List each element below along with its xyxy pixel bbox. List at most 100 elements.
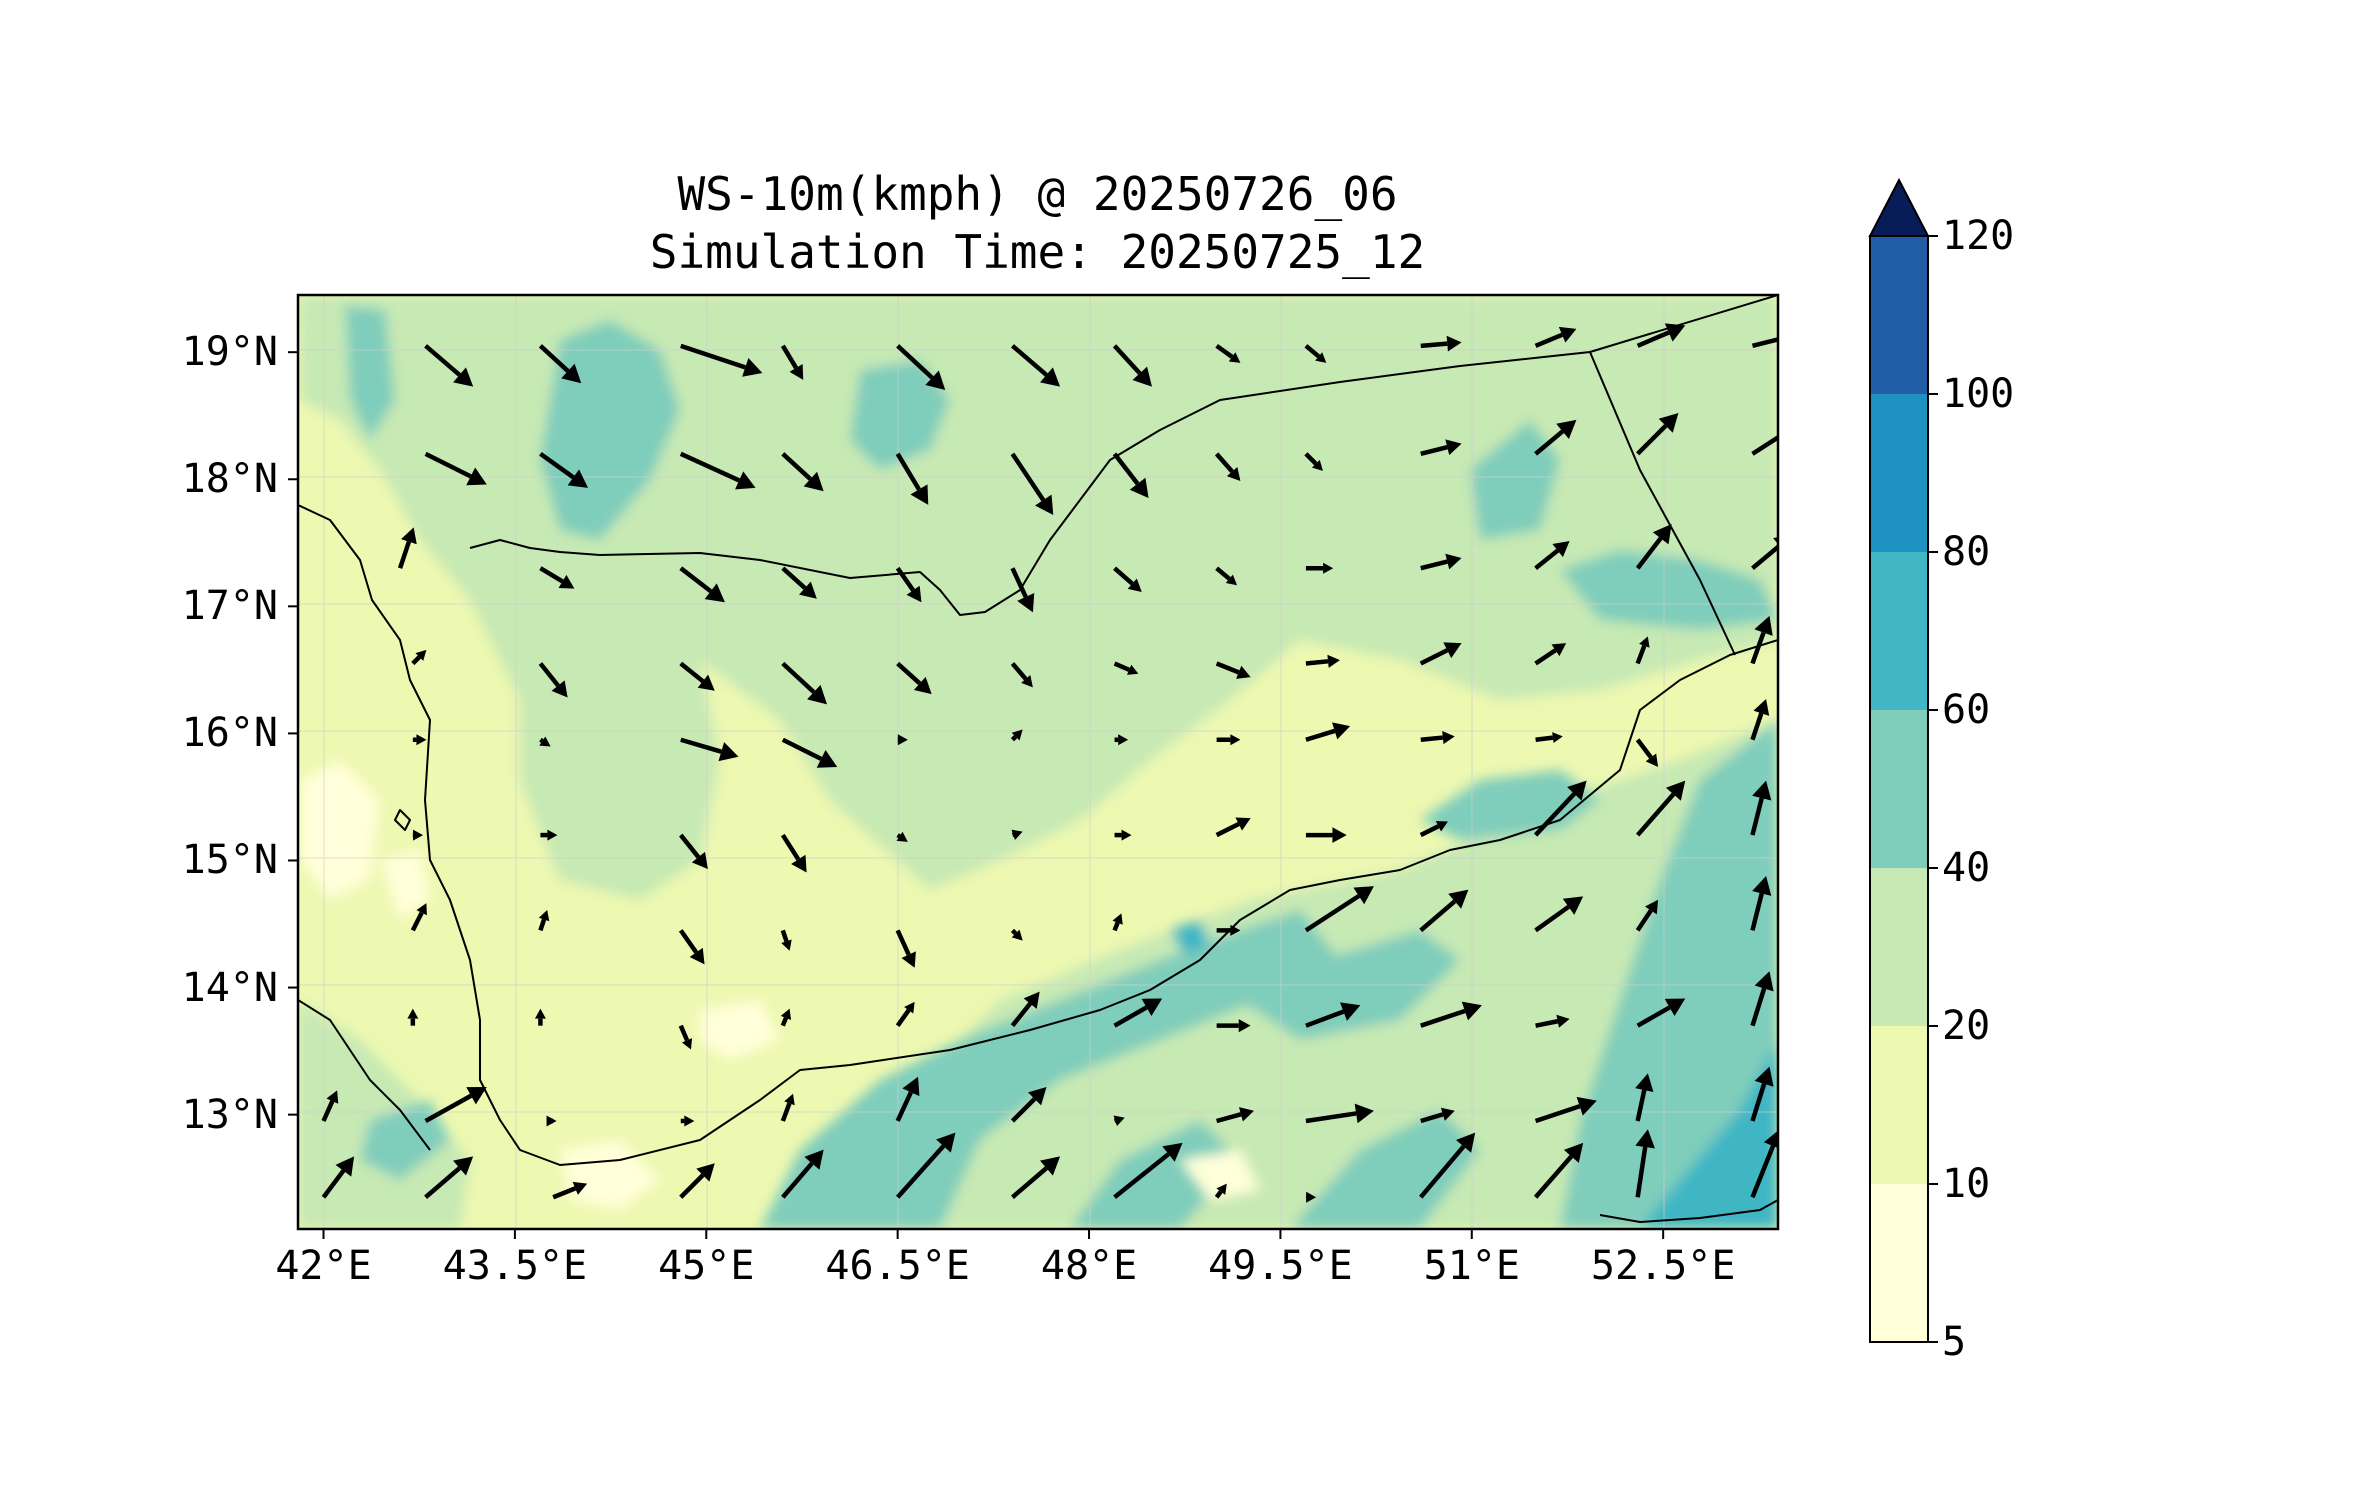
wind-arrow xyxy=(397,527,417,569)
wind-arrow xyxy=(1534,326,1577,348)
wind-arrow xyxy=(1750,971,1774,1027)
wind-arrow xyxy=(1635,1129,1655,1198)
wind-arrow xyxy=(1216,734,1241,746)
wind-arrow xyxy=(1305,1002,1361,1028)
wind-arrow xyxy=(1304,452,1323,471)
wind-arrow xyxy=(1750,615,1773,665)
wind-arrow xyxy=(781,566,817,599)
wind-arrow xyxy=(781,452,824,492)
wind-arrow xyxy=(1010,567,1035,613)
map-subtitle: Simulation Time: 20250725_12 xyxy=(649,225,1426,279)
map-title: WS-10m(kmph) @ 20250726_06 xyxy=(677,167,1398,221)
wind-arrow xyxy=(424,1156,474,1199)
wind-arrow xyxy=(780,833,807,873)
colorbar-segment xyxy=(1870,394,1928,552)
wind-arrow xyxy=(1215,817,1251,838)
wind-arrow xyxy=(1010,1086,1047,1123)
wind-arrow xyxy=(1010,928,1023,941)
wind-arrow xyxy=(1535,1014,1570,1028)
wind-arrow xyxy=(1751,434,1778,456)
wind-arrow xyxy=(1114,829,1132,841)
wind-arrow xyxy=(1420,439,1462,457)
wind-arrow xyxy=(1305,1191,1317,1203)
colorbar-frame xyxy=(1869,235,1929,1343)
wind-arrow xyxy=(1636,413,1679,456)
wind-arrow xyxy=(546,1115,557,1127)
wind-arrow xyxy=(1636,323,1686,348)
wind-arrow xyxy=(680,1115,695,1127)
wind-arrow xyxy=(1010,452,1054,516)
colorbar-tick-label: 80 xyxy=(1942,529,1991,575)
wind-arrow xyxy=(1011,1156,1061,1199)
wind-arrow xyxy=(1750,1130,1778,1199)
wind-arrow xyxy=(539,736,551,747)
wind-arrow xyxy=(424,1086,487,1123)
wind-arrow xyxy=(1635,524,1672,570)
contour-fill-band-60-80 xyxy=(1170,920,1210,955)
wind-arrow xyxy=(1010,662,1033,688)
colorbar-segment xyxy=(1870,1026,1928,1184)
wind-arrow xyxy=(1750,1066,1774,1122)
y-tick-marks xyxy=(288,351,298,1116)
wind-arrow xyxy=(1112,452,1149,499)
x-tick-label: 45°E xyxy=(658,1243,755,1289)
colorbar-tick-label: 40 xyxy=(1942,845,1991,891)
wind-arrow xyxy=(897,734,908,746)
contour-fill-band-20-40 xyxy=(520,620,720,900)
wind-arrow xyxy=(1214,452,1241,482)
wind-arrow xyxy=(679,566,725,603)
wind-arrow xyxy=(1114,734,1129,746)
contour-fill-band-60-80 xyxy=(1640,1040,1778,1229)
wind-arrow xyxy=(896,831,908,842)
contour-fill-band-40-60 xyxy=(850,360,950,470)
wind-arrow xyxy=(780,929,792,951)
wind-arrow xyxy=(1750,698,1770,741)
wind-arrow xyxy=(1305,827,1347,843)
wind-arrow xyxy=(538,909,550,932)
wind-arrow xyxy=(1304,886,1374,933)
wind-arrow xyxy=(1420,553,1462,571)
wind-arrow xyxy=(780,1008,792,1027)
wind-arrow xyxy=(1112,913,1123,932)
wind-arrow xyxy=(896,661,932,695)
x-tick-label: 46.5°E xyxy=(825,1243,970,1289)
wind-arrow xyxy=(1534,1096,1597,1124)
colorbar-tick-label: 60 xyxy=(1942,687,1991,733)
wind-arrow xyxy=(1113,661,1139,675)
contour-fill-band-5-10 xyxy=(380,850,430,920)
coastline-somalia xyxy=(1599,1199,1778,1223)
wind-arrow xyxy=(1635,738,1659,767)
wind-arrow xyxy=(1113,1115,1125,1126)
coastline-red-sea xyxy=(298,504,1778,1166)
wind-arrow xyxy=(1534,419,1577,456)
wind-arrow xyxy=(678,929,705,965)
contour-fill-band-40-60 xyxy=(1290,1110,1480,1229)
map-frame xyxy=(296,293,1780,1231)
contour-fill-band-5-10 xyxy=(700,1000,780,1060)
colorbar-segment xyxy=(1870,552,1928,710)
wind-arrow xyxy=(410,903,427,932)
colorbar-tick-label: 5 xyxy=(1942,1319,1967,1365)
wind-arrow xyxy=(1534,896,1584,933)
wind-vectors xyxy=(321,323,1778,1203)
wind-arrow xyxy=(1635,899,1659,932)
wind-arrow xyxy=(1635,1073,1654,1122)
wind-arrow xyxy=(1533,780,1587,837)
x-tick-label: 48°E xyxy=(1040,1243,1138,1289)
wind-arrow xyxy=(424,451,487,486)
colorbar-segment xyxy=(1870,710,1928,868)
colorbar-segment xyxy=(1870,236,1928,394)
contour-fill-band-40-60 xyxy=(1560,550,1778,630)
wind-arrow xyxy=(1535,732,1563,744)
map-plot-area xyxy=(288,293,1780,1239)
wind-arrow xyxy=(1011,344,1061,387)
colorbar-tick-label: 120 xyxy=(1942,213,2015,259)
wind-arrow xyxy=(1011,829,1023,841)
wind-arrow xyxy=(1420,1107,1455,1124)
wind-arrow xyxy=(1216,1019,1251,1033)
colorbar-tick-label: 20 xyxy=(1942,1003,1991,1049)
wind-arrow xyxy=(1113,1142,1183,1199)
wind-arrow xyxy=(679,833,708,870)
contour-fill-band-5-10 xyxy=(1180,1150,1260,1200)
wind-arrow xyxy=(1635,636,1650,665)
